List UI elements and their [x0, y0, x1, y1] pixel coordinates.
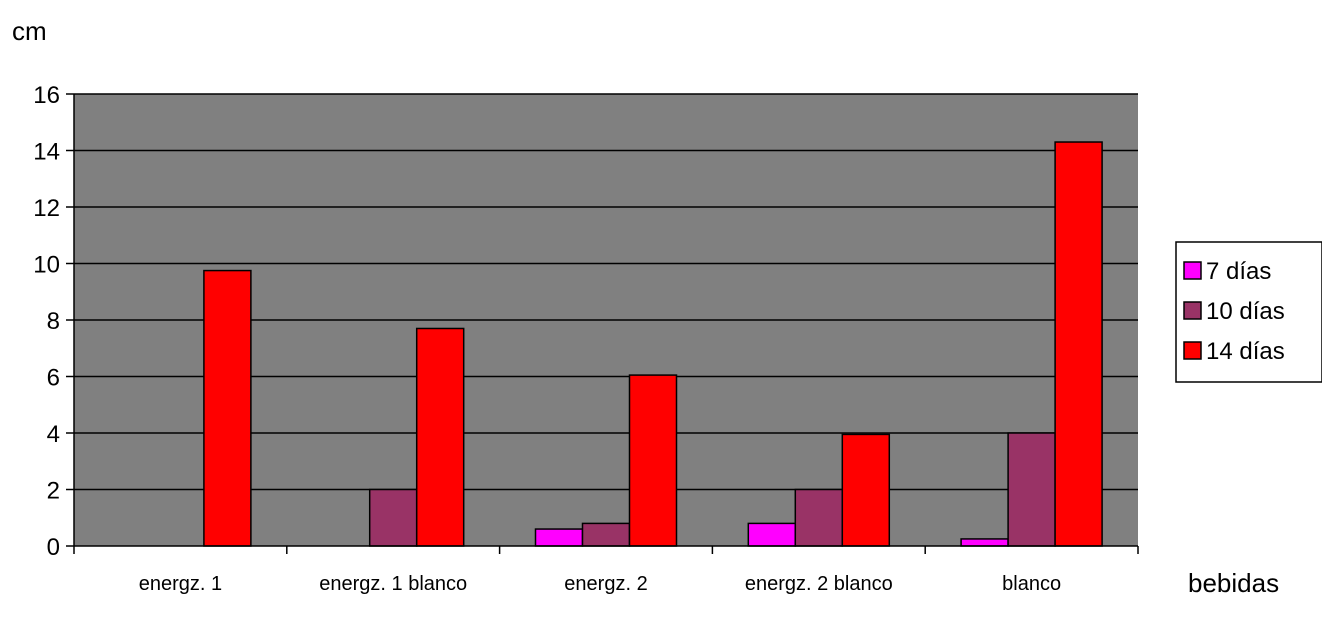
- bar-14-días-2: [628, 374, 678, 547]
- x-tick-label: energz. 1: [139, 573, 222, 595]
- legend-label: 14 días: [1206, 338, 1285, 365]
- x-ticks: energz. 1 energz. 1 blanco energz. 2 energz…: [73, 546, 1139, 595]
- legend-label: 7 días: [1206, 258, 1271, 285]
- bar-14-días-0: [203, 269, 252, 547]
- bar-14-días-3: [841, 433, 891, 547]
- y-axis-label: cm: [12, 16, 47, 46]
- x-tick-label: blanco: [1002, 573, 1061, 595]
- legend-swatch: [1183, 341, 1202, 360]
- bar-14-días-4: [1054, 141, 1103, 547]
- bar-7-días-2: [534, 528, 584, 547]
- bar-14-días-1: [415, 327, 465, 547]
- x-tick-label: energz. 2: [564, 573, 647, 595]
- bar-7-días-3: [747, 522, 797, 547]
- y-tick-label: 8: [47, 308, 60, 335]
- legend-swatch: [1183, 301, 1202, 320]
- bar-10-días-3: [794, 488, 844, 547]
- bar-10-días-4: [1007, 432, 1056, 547]
- legend-swatch: [1183, 261, 1202, 280]
- x-axis-label: bebidas: [1188, 568, 1279, 598]
- bar-10-días-1: [368, 488, 418, 547]
- y-tick-label: 2: [47, 478, 60, 505]
- legend: 7 días 10 días 14 días: [1175, 241, 1322, 383]
- x-tick-label: energz. 2 blanco: [745, 573, 893, 595]
- y-tick-label: 4: [47, 421, 60, 448]
- y-tick-label: 0: [47, 534, 60, 561]
- y-tick-label: 16: [33, 82, 60, 109]
- y-ticks: 0 2 4 6 8 10 12 14 16: [33, 82, 74, 561]
- y-tick-label: 6: [47, 365, 60, 392]
- y-tick-label: 14: [33, 139, 60, 166]
- x-tick-label: energz. 1 blanco: [319, 573, 467, 595]
- bars: [203, 141, 1103, 547]
- bar-10-días-2: [581, 522, 631, 547]
- y-tick-label: 12: [33, 195, 60, 222]
- legend-label: 10 días: [1206, 298, 1285, 325]
- bar-7-días-4: [960, 538, 1009, 547]
- y-tick-label: 10: [33, 252, 60, 279]
